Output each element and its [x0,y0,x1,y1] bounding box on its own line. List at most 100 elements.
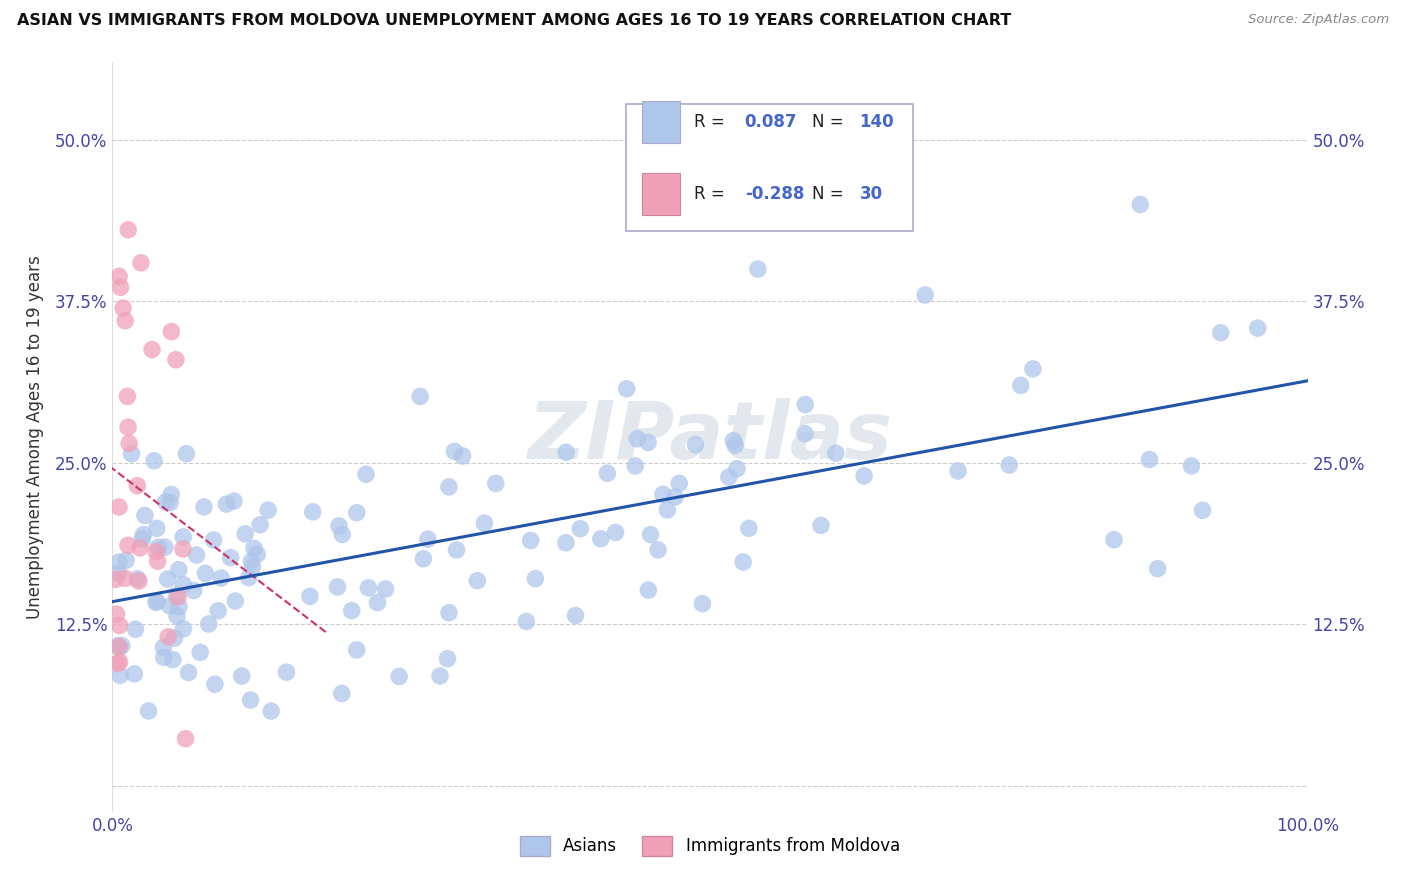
Point [160,325,183,339]
Text: R =: R = [695,112,731,130]
Point [243,541,266,556]
Point [108,668,131,682]
Point [129,256,152,270]
Point [717,470,740,484]
Point [132,527,155,541]
Point [810,518,832,533]
Point [153,540,176,554]
Point [692,597,714,611]
Point [159,496,181,510]
Point [246,547,269,561]
Point [388,669,411,683]
Point [110,280,132,294]
Point [276,665,298,680]
Point [794,426,817,441]
Point [326,580,349,594]
Point [167,563,190,577]
Point [596,467,619,481]
Point [328,519,350,533]
Point [172,530,194,544]
Point [1146,561,1168,575]
Point [747,262,769,277]
Point [647,542,669,557]
Point [176,447,198,461]
Point [794,398,817,412]
Point [124,622,146,636]
Point [197,617,219,632]
Point [124,667,146,681]
Point [1139,452,1161,467]
Text: -0.288: -0.288 [745,186,804,203]
Text: N =: N = [811,186,848,203]
Point [204,677,226,691]
Point [108,269,131,284]
Point [148,541,170,555]
Point [108,555,131,569]
Point [239,693,262,707]
Point [416,532,439,546]
Point [437,480,460,494]
Point [108,618,131,632]
Point [1022,362,1045,376]
Point [207,604,229,618]
Point [186,548,208,562]
Point [152,650,174,665]
Point [652,487,675,501]
Point [209,571,232,585]
Point [117,538,139,552]
Point [257,503,280,517]
Point [346,643,368,657]
Point [193,500,215,514]
Point [437,606,460,620]
Point [409,389,432,403]
Point [177,665,200,680]
Point [173,578,195,592]
Text: 140: 140 [859,112,894,130]
Point [157,630,180,644]
Point [194,566,217,581]
Point [108,640,131,655]
Point [143,454,166,468]
Point [555,445,578,459]
Point [117,389,139,403]
FancyBboxPatch shape [643,101,681,143]
Point [231,669,253,683]
Point [117,223,139,237]
Point [412,551,434,566]
Point [367,596,389,610]
Point [114,314,136,328]
Point [330,686,353,700]
Point [141,343,163,357]
Point [107,566,129,580]
Point [127,479,149,493]
Point [128,574,150,588]
Point [467,574,489,588]
Point [1180,458,1202,473]
Point [138,704,160,718]
Point [446,543,468,558]
Point [112,301,135,315]
Point [121,447,143,461]
Point [174,731,197,746]
Point [188,645,211,659]
Point [354,467,377,482]
Point [172,622,194,636]
Point [215,497,238,511]
Point [524,572,547,586]
Point [725,461,748,475]
Point [637,435,659,450]
Point [637,582,659,597]
Point [166,588,188,602]
Point [998,458,1021,472]
Point [443,444,465,458]
Point [825,446,848,460]
Point [624,458,647,473]
Point [242,560,264,574]
Point [664,490,686,504]
Point [260,704,283,718]
Point [167,599,190,614]
Point [202,533,225,547]
FancyBboxPatch shape [643,173,681,215]
Point [159,599,181,613]
Point [104,573,127,587]
